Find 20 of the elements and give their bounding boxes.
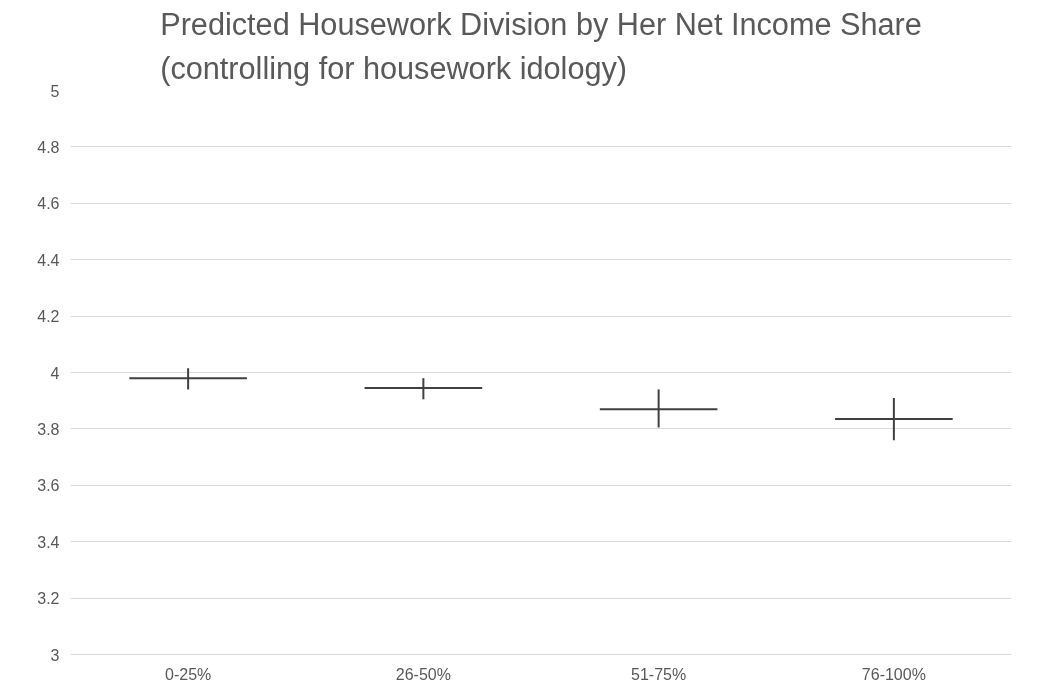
x-tick-label: 0-25% (165, 665, 212, 683)
x-tick-label: 76-100% (861, 665, 926, 683)
x-tick-label: 51-75% (631, 665, 687, 683)
y-tick-label: 3.2 (37, 590, 60, 608)
candlestick (128, 367, 248, 391)
candlestick (363, 377, 484, 401)
x-tick-label: 26-50% (395, 665, 451, 683)
y-tick-label: 3.6 (37, 477, 60, 495)
y-tick-label: 3.4 (37, 533, 60, 551)
y-tick-label: 4.6 (37, 195, 60, 213)
y-tick-label: 3 (50, 646, 60, 664)
y-tick-label: 5 (50, 82, 60, 100)
candlestick (598, 388, 719, 429)
y-tick-label: 4 (50, 364, 60, 382)
y-tick-label: 4.2 (37, 308, 60, 326)
candlestick (834, 396, 954, 442)
y-tick-label: 4.8 (37, 138, 60, 156)
y-tick-label: 4.4 (37, 251, 60, 269)
chart-title: Predicted Housework Division by Her Net Income Share (controlling for housework idology) (160, 7, 922, 87)
y-tick-label: 3.8 (37, 420, 60, 438)
